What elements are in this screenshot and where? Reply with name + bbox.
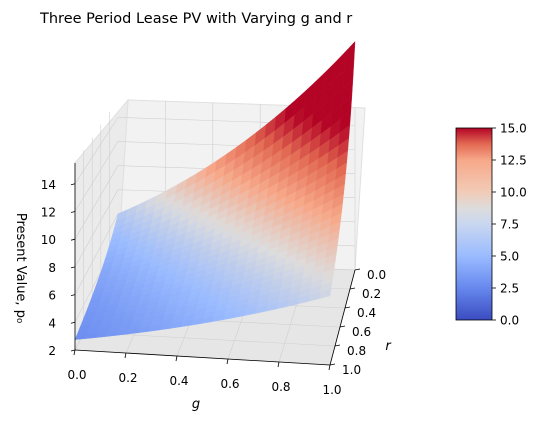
colorbar-tick-label: 7.5 (500, 218, 519, 232)
axis-lines (74, 163, 356, 366)
g-tick (124, 352, 127, 359)
g-tick (226, 358, 229, 365)
g-axis-ticks: 0.0 0.2 0.4 0.6 0.8 1.0 (67, 349, 342, 397)
z-tick-label: 12 (41, 205, 56, 219)
r-axis-ticks: 0.0 0.2 0.4 0.6 0.8 1.0 (329, 268, 386, 377)
g-tick (328, 364, 331, 371)
z-tick (70, 238, 76, 241)
r-tick-label: 0.2 (362, 287, 381, 301)
z-tick (70, 294, 76, 296)
r-tick-label: 0.6 (352, 325, 371, 339)
g-tick-label: 1.0 (322, 383, 341, 397)
r-tick-label: 0.0 (367, 268, 386, 282)
z-tick (70, 183, 76, 186)
colorbar-gradient (455, 127, 493, 321)
g-tick (277, 361, 280, 368)
z-tick-label: 4 (48, 316, 56, 330)
surface (74, 40, 356, 340)
z-tick (70, 211, 76, 213)
r-tick-label: 0.8 (347, 344, 366, 358)
r-tick-label: 0.4 (357, 306, 376, 320)
z-tick-label: 6 (48, 289, 56, 303)
g-tick-label: 0.6 (220, 377, 239, 391)
colorbar-ticks: 0.0 2.5 5.0 7.5 10.0 12.5 15.0 (492, 122, 527, 328)
z-tick-label: 10 (41, 233, 56, 247)
z-tick (70, 349, 76, 352)
g-tick-label: 0.2 (118, 371, 137, 385)
colorbar: 0.0 2.5 5.0 7.5 10.0 12.5 15.0 (455, 122, 527, 328)
r-tick-label: 1.0 (342, 363, 361, 377)
g-tick-label: 0.8 (271, 380, 290, 394)
r-tick (354, 268, 361, 271)
r-tick (334, 344, 341, 347)
z-tick (70, 321, 76, 324)
surface-patch (319, 289, 332, 299)
colorbar-tick-label: 2.5 (500, 282, 519, 296)
colorbar-tick-label: 0.0 (500, 314, 519, 328)
colorbar-tick-label: 12.5 (500, 154, 527, 168)
r-tick (344, 306, 351, 309)
z-axis-label: Present Value, p₀ (13, 213, 28, 323)
chart-title: Three Period Lease PV with Varying g and… (39, 11, 352, 27)
r-axis-label: r (385, 339, 392, 354)
colorbar-tick-label: 15.0 (500, 122, 527, 136)
z-tick (70, 266, 76, 269)
r-tick (329, 363, 336, 366)
g-tick-label: 0.4 (169, 374, 188, 388)
g-axis-label: g (192, 397, 200, 412)
r-tick (349, 287, 356, 290)
g-tick-label: 0.0 (67, 368, 86, 382)
colorbar-tick-label: 5.0 (500, 250, 519, 264)
z-tick-label: 2 (48, 344, 56, 358)
g-tick (175, 355, 178, 362)
colorbar-tick-label: 10.0 (500, 186, 527, 200)
z-tick-label: 8 (48, 261, 56, 275)
r-tick (339, 325, 346, 328)
z-axis-ticks: 2 4 6 8 10 12 14 (41, 178, 76, 358)
z-tick-label: 14 (41, 178, 56, 192)
g-tick (73, 349, 76, 356)
